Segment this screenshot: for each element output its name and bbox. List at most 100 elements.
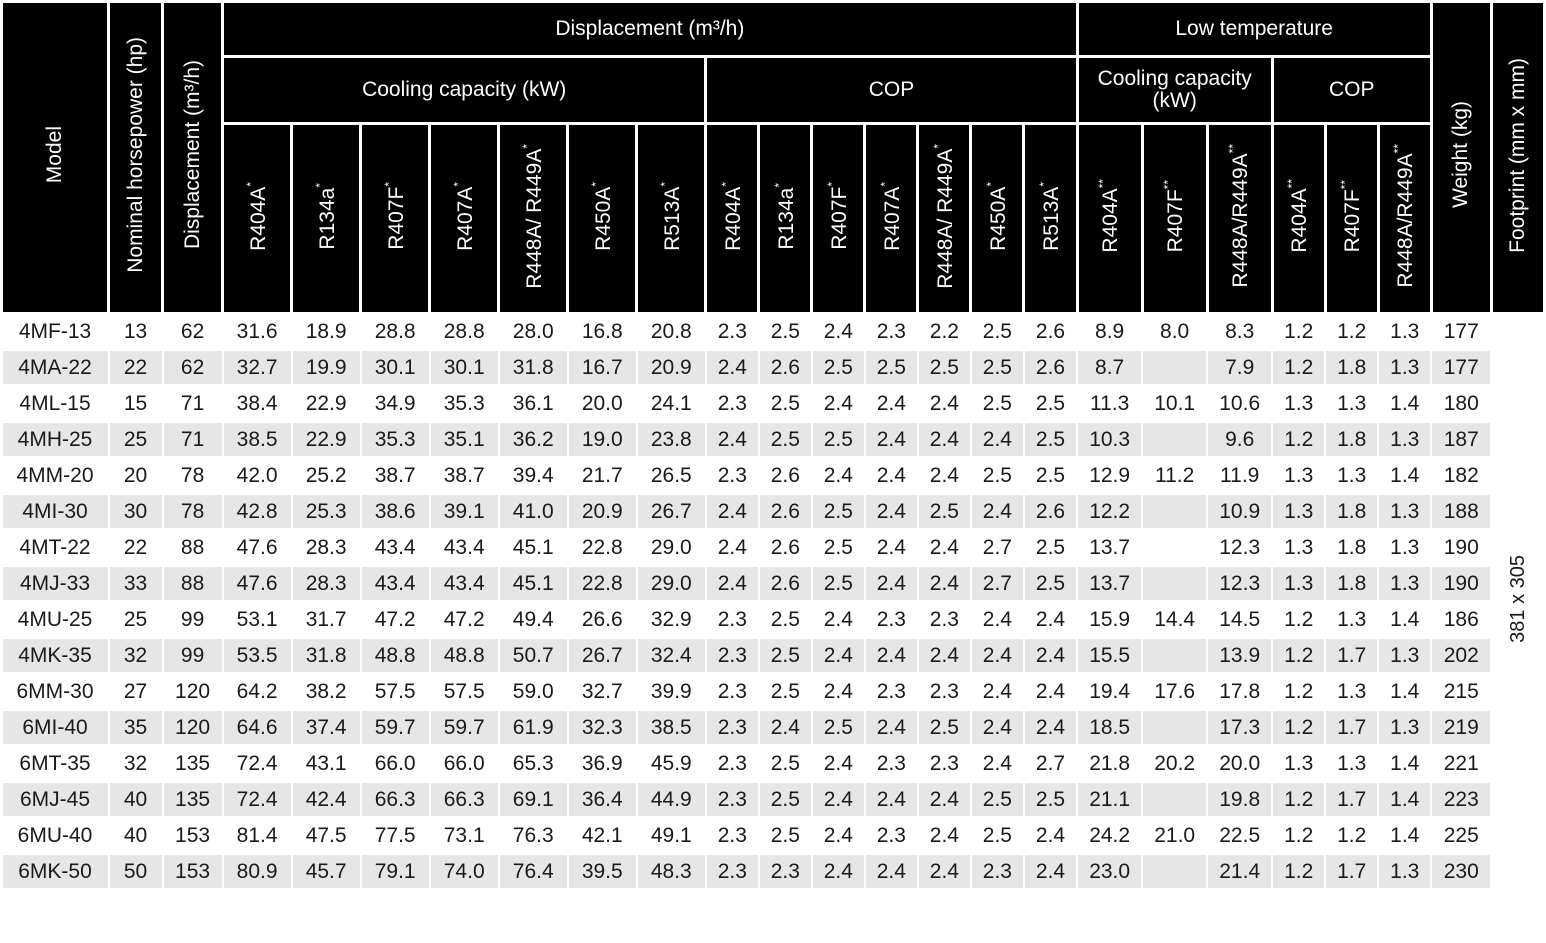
header-cooling-refrigerant: R407F* bbox=[359, 122, 432, 315]
table-cell bbox=[1141, 348, 1209, 386]
model-cell: 4MJ-33 bbox=[0, 564, 110, 602]
table-cell: 1.3 bbox=[1377, 528, 1433, 566]
table-cell: 78 bbox=[161, 492, 224, 530]
table-cell: 20.0 bbox=[566, 384, 638, 422]
table-cell: 31.8 bbox=[290, 636, 362, 674]
table-cell: 187 bbox=[1430, 420, 1493, 458]
table-row: 4MJ-33 33 88 47.6 28.3 43.4 43.4 45.1 22.8 29.0 2.… bbox=[0, 564, 1545, 602]
table-cell: 2.4 bbox=[1022, 600, 1079, 638]
table-cell: 2.5 bbox=[916, 708, 972, 746]
refrigerant-name: R450A bbox=[986, 186, 1010, 251]
table-cell: 23.0 bbox=[1076, 852, 1144, 888]
table-cell: 2.4 bbox=[863, 420, 919, 458]
table-cell: 42.0 bbox=[221, 456, 293, 494]
table-cell: 2.3 bbox=[704, 672, 760, 710]
table-cell: 76.3 bbox=[497, 816, 569, 854]
table-cell: 1.2 bbox=[1271, 672, 1327, 710]
table-cell: 2.5 bbox=[757, 672, 813, 710]
table-cell: 2.5 bbox=[916, 348, 972, 386]
table-cell: 2.5 bbox=[810, 564, 866, 602]
table-cell: 1.7 bbox=[1324, 780, 1380, 818]
table-cell: 2.3 bbox=[704, 744, 760, 782]
table-cell: 2.4 bbox=[810, 816, 866, 854]
table-cell: 57.5 bbox=[359, 672, 431, 710]
compressor-spec-table: Model Nominal horsepower (hp) Displaceme… bbox=[0, 0, 1546, 888]
table-cell: 120 bbox=[161, 672, 224, 710]
table-cell: 2.5 bbox=[969, 780, 1025, 818]
header-low-cop-refrigerant: R448A/R449A** bbox=[1376, 122, 1433, 315]
table-row: 4MT-22 22 88 47.6 28.3 43.4 43.4 45.1 22.8 29.0 2.… bbox=[0, 528, 1545, 566]
table-cell: 18.9 bbox=[290, 312, 362, 350]
table-cell: 13.7 bbox=[1076, 564, 1144, 602]
table-cell: 30 bbox=[107, 492, 164, 530]
table-cell: 27 bbox=[107, 672, 164, 710]
table-cell: 1.2 bbox=[1271, 852, 1327, 888]
table-cell: 2.4 bbox=[810, 744, 866, 782]
table-cell: 29.0 bbox=[635, 564, 707, 602]
table-row: 4MH-25 25 71 38.5 22.9 35.3 35.1 36.2 19.0 23.8 2.… bbox=[0, 420, 1545, 458]
table-cell: 1.2 bbox=[1324, 816, 1380, 854]
table-cell: 2.4 bbox=[704, 420, 760, 458]
table-cell: 2.4 bbox=[810, 780, 866, 818]
table-cell: 190 bbox=[1430, 564, 1493, 602]
table-cell: 2.5 bbox=[757, 384, 813, 422]
table-row: 6MI-40 35 120 64.6 37.4 59.7 59.7 61.9 32.3 38.5 2… bbox=[0, 708, 1545, 746]
table-cell: 1.3 bbox=[1271, 564, 1327, 602]
header-low-cop: COP bbox=[1270, 55, 1433, 125]
table-cell: 1.2 bbox=[1271, 636, 1327, 674]
table-cell: 28.8 bbox=[428, 312, 500, 350]
table-cell: 43.1 bbox=[290, 744, 362, 782]
table-cell: 45.1 bbox=[497, 564, 569, 602]
table-cell: 2.6 bbox=[1022, 348, 1079, 386]
table-cell: 2.6 bbox=[757, 492, 813, 530]
table-cell: 25 bbox=[107, 420, 164, 458]
table-cell: 2.3 bbox=[704, 636, 760, 674]
table-cell: 180 bbox=[1430, 384, 1493, 422]
table-cell: 32.7 bbox=[221, 348, 293, 386]
table-cell bbox=[1141, 564, 1209, 602]
table-cell: 2.5 bbox=[757, 600, 813, 638]
table-cell: 135 bbox=[161, 744, 224, 782]
table-cell: 7.9 bbox=[1206, 348, 1274, 386]
refrigerant-footnote-mark: * bbox=[450, 181, 465, 187]
table-cell: 21.0 bbox=[1141, 816, 1209, 854]
table-cell: 81.4 bbox=[221, 816, 293, 854]
table-cell: 62 bbox=[161, 348, 224, 386]
table-cell: 45.9 bbox=[635, 744, 707, 782]
table-cell: 38.7 bbox=[359, 456, 431, 494]
header-displacement: Displacement (m³/h) bbox=[161, 0, 225, 315]
table-cell: 21.8 bbox=[1076, 744, 1144, 782]
header-nominal-hp: Nominal horsepower (hp) bbox=[107, 0, 165, 315]
table-cell: 2.3 bbox=[704, 600, 760, 638]
table-cell: 39.4 bbox=[497, 456, 569, 494]
refrigerant-name: R407F bbox=[384, 186, 408, 250]
header-cooling-refrigerant: R134a* bbox=[290, 122, 363, 315]
model-cell: 6MK-50 bbox=[0, 852, 110, 888]
table-cell: 37.4 bbox=[290, 708, 362, 746]
table-cell: 41.0 bbox=[497, 492, 569, 530]
table-cell: 1.8 bbox=[1324, 420, 1380, 458]
table-cell: 1.3 bbox=[1271, 528, 1327, 566]
table-cell: 153 bbox=[161, 852, 224, 888]
model-cell: 4MH-25 bbox=[0, 420, 110, 458]
table-cell: 38.4 bbox=[221, 384, 293, 422]
table-cell: 47.5 bbox=[290, 816, 362, 854]
footprint-value: 381 x 305 bbox=[1506, 554, 1529, 643]
table-cell: 44.9 bbox=[635, 780, 707, 818]
table-cell: 19.8 bbox=[1206, 780, 1274, 818]
table-cell: 77.5 bbox=[359, 816, 431, 854]
table-cell: 99 bbox=[161, 600, 224, 638]
header-displacement-label: Displacement (m³/h) bbox=[180, 60, 204, 250]
table-cell: 2.4 bbox=[863, 780, 919, 818]
refrigerant-name: R407F bbox=[1164, 189, 1188, 253]
table-cell: 30.1 bbox=[359, 348, 431, 386]
table-cell: 20.9 bbox=[566, 492, 638, 530]
table-cell: 202 bbox=[1430, 636, 1493, 674]
table-cell: 2.4 bbox=[1022, 852, 1079, 888]
table-cell: 62 bbox=[161, 312, 224, 350]
table-cell: 1.7 bbox=[1324, 636, 1380, 674]
table-cell: 2.5 bbox=[1022, 564, 1079, 602]
header-footprint: Footprint (mm x mm) bbox=[1489, 0, 1546, 315]
table-cell: 53.5 bbox=[221, 636, 293, 674]
refrigerant-footnote-mark: * bbox=[877, 181, 892, 187]
